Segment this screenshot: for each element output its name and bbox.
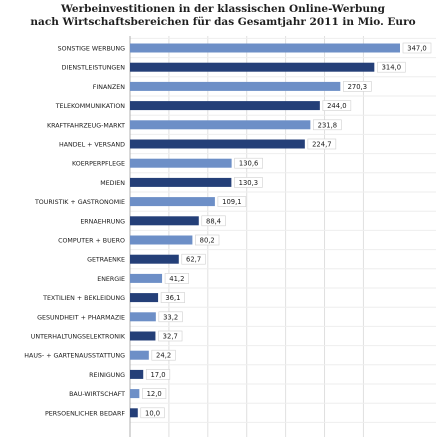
chart-title-line-1: Werbeinvestitionen in der klassischen On… <box>60 3 385 15</box>
bar <box>130 101 320 111</box>
bar <box>130 389 140 399</box>
value-label-box <box>142 388 167 399</box>
bar <box>130 254 179 264</box>
value-label: 62,7 <box>186 256 201 264</box>
value-label: 109,1 <box>222 198 241 206</box>
bar <box>130 331 156 341</box>
bar <box>130 312 156 322</box>
value-label-box <box>377 61 406 73</box>
value-label-box <box>164 273 189 284</box>
category-label: COMPUTER + BUERO <box>58 238 125 245</box>
bar <box>130 197 215 207</box>
value-label-box <box>181 253 206 265</box>
value-label: 88,4 <box>206 217 221 225</box>
bar <box>130 293 159 303</box>
value-label: 270,3 <box>348 83 367 91</box>
category-label: MEDIEN <box>100 180 125 187</box>
value-label: 224,7 <box>312 141 331 149</box>
value-label-box <box>322 100 352 111</box>
category-label: GETRAENKE <box>87 257 125 264</box>
category-label: BAU-WIRTSCHAFT <box>69 391 125 398</box>
value-label-box <box>145 369 171 380</box>
category-label: TELEKOMMUNIKATION <box>55 103 126 110</box>
value-label-box <box>158 330 183 342</box>
category-label: GESUNDHEIT + PHARMAZIE <box>37 314 125 321</box>
value-label: 10,0 <box>145 409 160 417</box>
value-label-box <box>195 234 220 246</box>
value-label: 12,0 <box>147 390 162 398</box>
bar <box>130 139 305 149</box>
bar <box>130 81 341 91</box>
category-label: SONSTIGE WERBUNG <box>58 46 125 53</box>
bar <box>130 43 400 53</box>
value-label: 36,1 <box>165 294 180 302</box>
category-label: KRAFTFAHRZEUG-MARKT <box>47 122 125 129</box>
value-label-box <box>217 196 247 207</box>
value-label: 347,0 <box>407 45 426 53</box>
value-label: 130,6 <box>239 160 258 168</box>
bar <box>130 235 193 245</box>
category-label: KOERPERPFLEGE <box>72 161 125 168</box>
bar <box>130 408 138 418</box>
category-label: TEXTILIEN + BEKLEIDUNG <box>42 295 125 302</box>
bar <box>130 177 232 187</box>
bar <box>130 216 199 226</box>
value-label: 231,8 <box>318 121 337 129</box>
bar <box>130 369 144 379</box>
bar <box>130 120 311 130</box>
value-label: 33,2 <box>163 313 178 321</box>
value-label: 314,0 <box>382 64 401 72</box>
category-label: FINANZEN <box>93 84 125 91</box>
value-label-box <box>313 119 342 131</box>
value-label: 41,2 <box>169 275 184 283</box>
value-label-box <box>343 81 372 92</box>
value-label-box <box>151 349 176 361</box>
value-label-box <box>234 177 263 188</box>
value-label-box <box>201 215 226 227</box>
category-label: UNTERHALTUNGSELEKTRONIK <box>31 334 126 341</box>
category-label: REINIGUNG <box>89 372 125 379</box>
category-label: HAUS- + GARTENAUSSTATTUNG <box>24 353 125 360</box>
category-label: ENERGIE <box>97 276 125 283</box>
value-label-box <box>402 42 432 54</box>
value-label-box <box>160 292 185 303</box>
value-label: 24,2 <box>156 352 171 360</box>
category-label: HANDEL + VERSAND <box>59 142 125 149</box>
bar <box>130 350 149 360</box>
value-label-box <box>158 311 183 323</box>
value-label: 80,2 <box>200 237 215 245</box>
value-label-box <box>234 157 263 169</box>
value-label-box <box>140 407 165 419</box>
value-label-box <box>307 138 337 150</box>
category-label: TOURISTIK + GASTRONOMIE <box>34 199 125 206</box>
category-label: PERSOENLICHER BEDARF <box>45 410 125 417</box>
bar <box>130 62 375 72</box>
value-label: 17,0 <box>150 371 165 379</box>
value-label: 244,0 <box>327 102 346 110</box>
value-label: 130,3 <box>239 179 258 187</box>
bar <box>130 158 232 168</box>
bar <box>130 273 163 283</box>
chart-title-line-2: nach Wirtschaftsbereichen für das Gesamt… <box>30 16 416 28</box>
category-label: DIENSTLEISTUNGEN <box>62 65 126 72</box>
category-label: ERNAEHRUNG <box>80 218 125 225</box>
value-label: 32,7 <box>163 333 178 341</box>
